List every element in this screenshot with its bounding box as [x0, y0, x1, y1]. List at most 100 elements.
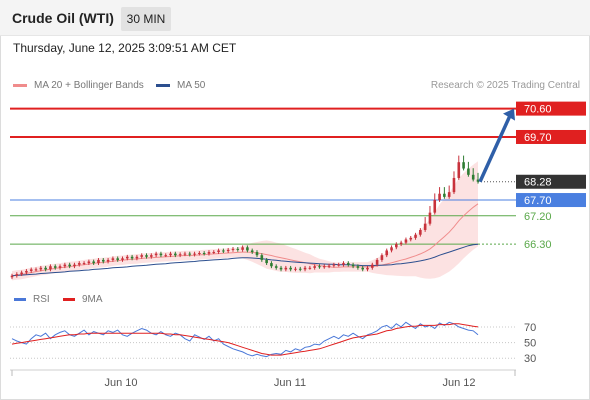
rsi-ma-legend-swatch — [63, 298, 75, 301]
rsi-ma-legend-label: 9MA — [82, 294, 103, 305]
candle-body — [150, 255, 153, 257]
candle-body — [231, 248, 235, 250]
legend-ma50-label: MA 50 — [177, 80, 206, 91]
candle-body — [356, 266, 360, 268]
candle-body — [154, 253, 158, 256]
legend-ma20: MA 20 + Bollinger Bands — [13, 80, 144, 91]
candle-body — [395, 244, 398, 248]
candle-body — [419, 229, 422, 235]
candle-body — [183, 253, 187, 255]
candle-body — [428, 212, 432, 224]
x-tick-label: Jun 11 — [274, 377, 306, 389]
candle-body — [399, 242, 403, 245]
candle-body — [212, 252, 216, 254]
candle-body — [106, 259, 110, 262]
candle-body — [226, 249, 230, 252]
candle-body — [97, 259, 100, 264]
level-label-67.70: 67.70 — [524, 195, 552, 207]
level-label-68.28: 68.28 — [524, 177, 552, 189]
candle-body — [49, 266, 52, 270]
bollinger-band — [12, 161, 478, 281]
candle-body — [178, 254, 182, 256]
instrument-title: Crude Oil (WTI) — [12, 10, 114, 26]
candle-body — [332, 264, 336, 266]
rsi-legend-label: RSI — [33, 294, 50, 305]
rsi-line — [11, 321, 479, 358]
candle-body — [169, 253, 172, 256]
candle-body — [447, 192, 451, 197]
ma20-swatch — [13, 84, 27, 87]
candle-body — [145, 255, 148, 257]
timeframe-button[interactable]: 30 MIN — [121, 7, 171, 31]
level-label-69.70: 69.70 — [524, 132, 552, 144]
candle-body — [39, 267, 43, 270]
candle-body — [63, 264, 67, 267]
candle-body — [351, 264, 355, 267]
level-label-bg-70.60 — [516, 101, 586, 116]
rsi-tick-50: 50 — [524, 338, 536, 350]
candle-body — [193, 253, 196, 255]
candle-body — [198, 252, 201, 254]
candle-body — [414, 234, 417, 238]
candle-body — [20, 272, 23, 275]
candle-body — [135, 256, 139, 259]
candle-body — [73, 264, 76, 267]
candle-body — [188, 253, 192, 255]
candle-body — [260, 255, 264, 260]
candle-body — [53, 266, 57, 268]
candle-body — [443, 193, 446, 197]
candle-body — [58, 266, 62, 268]
candle-body — [298, 268, 302, 270]
candle-body — [130, 256, 134, 259]
candle-body — [457, 162, 461, 178]
candle-body — [222, 250, 225, 252]
forecast-arrow-head — [503, 108, 515, 121]
candle-body — [452, 177, 456, 193]
candle-body — [25, 270, 28, 273]
candle-body — [390, 247, 393, 251]
candle-body — [274, 266, 278, 268]
candle-body — [125, 256, 129, 259]
candle-body — [250, 250, 254, 253]
candle-body — [385, 250, 389, 256]
chart-header: Crude Oil (WTI) 30 MIN — [0, 0, 590, 36]
candle-body — [438, 193, 441, 201]
candle-body — [87, 261, 91, 264]
candle-body — [375, 259, 379, 265]
candle-body — [92, 261, 95, 264]
legend-ma20-label: MA 20 + Bollinger Bands — [34, 80, 144, 91]
level-label-bg-68.28 — [516, 174, 586, 189]
candle-body — [164, 255, 168, 257]
rsi-ma-line — [11, 323, 479, 356]
ma20-line — [11, 203, 479, 277]
candle-body — [34, 269, 38, 271]
candle-body — [342, 263, 345, 265]
legend-ma50: MA 50 — [156, 80, 205, 91]
candle-body — [246, 247, 249, 251]
candle-body — [467, 168, 470, 175]
candle-body — [308, 267, 312, 269]
x-tick-label: Jun 12 — [442, 377, 475, 389]
candle-body — [284, 267, 288, 270]
candle-body — [241, 247, 244, 250]
candle-body — [101, 259, 105, 262]
candle-body — [15, 274, 19, 276]
level-label-70.60: 70.60 — [524, 104, 552, 116]
candle-body — [371, 264, 374, 268]
candle-body — [462, 162, 465, 169]
candle-body — [265, 259, 268, 264]
ma50-swatch — [156, 84, 170, 87]
candle-body — [202, 252, 206, 254]
x-tick-label: Jun 10 — [104, 377, 137, 389]
candle-body — [433, 200, 437, 213]
level-label-bg-67.70 — [516, 193, 586, 208]
candle-body — [294, 268, 297, 270]
candle-body — [217, 250, 220, 253]
candle-body — [380, 255, 384, 260]
candle-body — [404, 239, 408, 243]
candle-body — [322, 266, 326, 268]
candle-body — [10, 275, 14, 278]
rsi-legend-swatch — [14, 298, 26, 301]
candle-body — [361, 267, 365, 270]
